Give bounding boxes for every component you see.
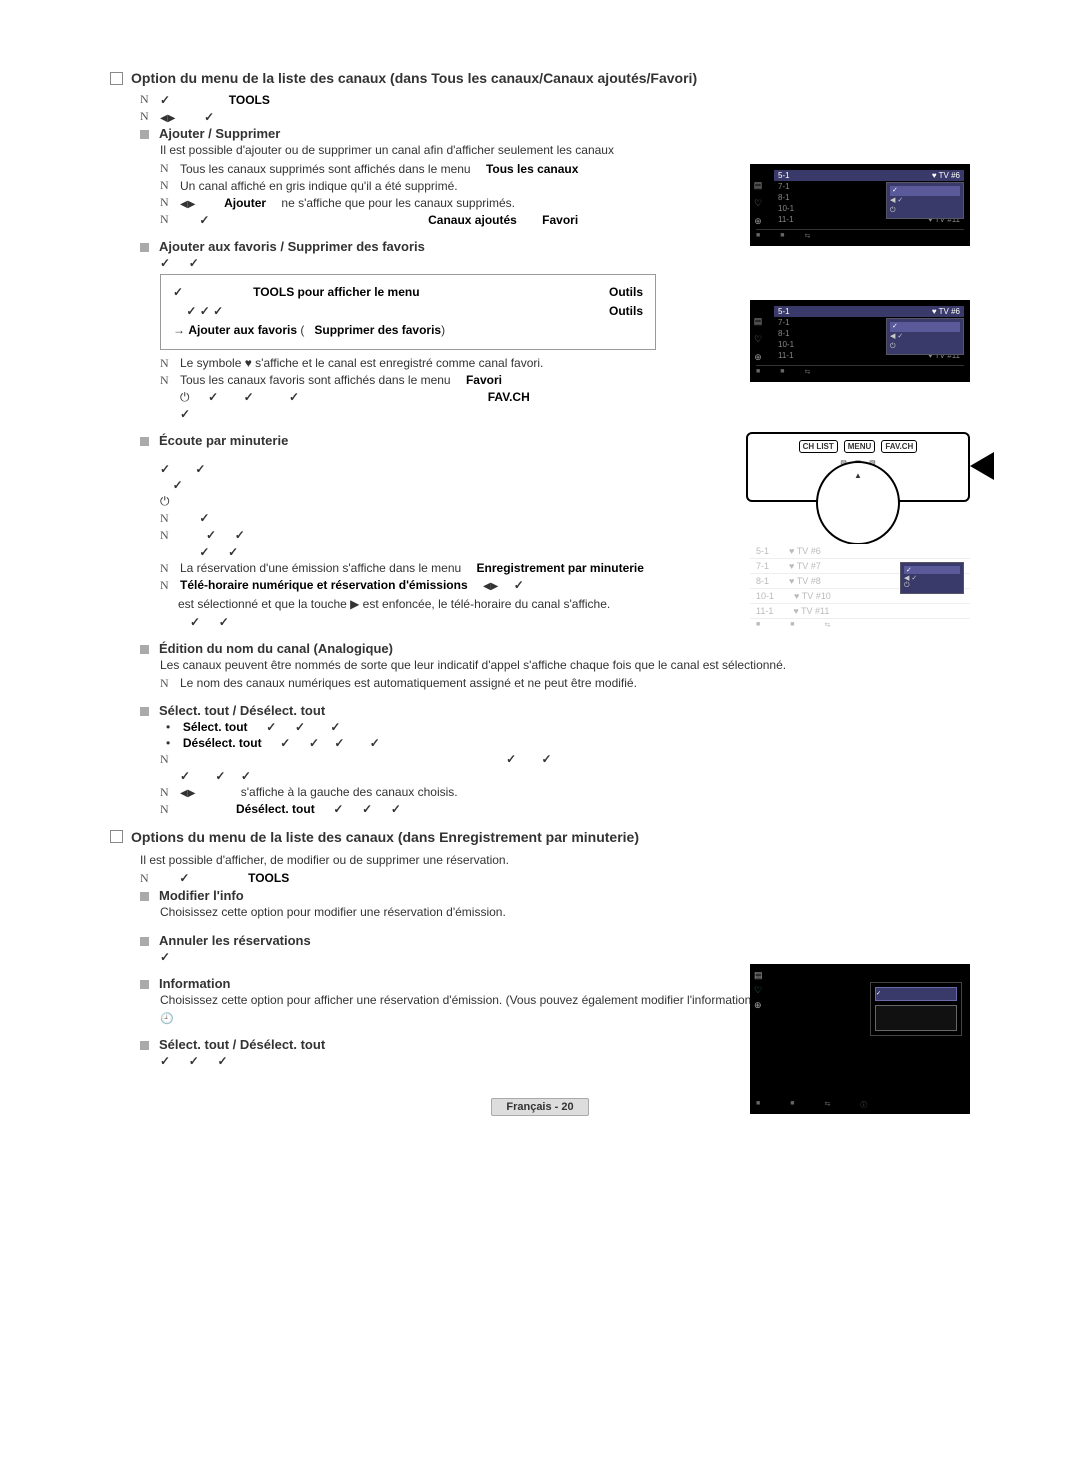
gray-square-icon	[140, 130, 149, 139]
outils-note-box: TOOLS pour afficher le menu Outils Outil…	[160, 274, 656, 350]
add-n4a: Canaux ajoutés	[428, 213, 517, 227]
fav-box-l2b: Supprimer des favoris	[314, 323, 441, 337]
section2-desc: Il est possible d'afficher, de modifier …	[140, 851, 700, 869]
tools-label-2: TOOLS	[248, 871, 289, 885]
add-n3-text: ne s'affiche que pour les canaux supprim…	[281, 196, 515, 210]
gray-square-icon	[140, 243, 149, 252]
remote-btn-chlist: CH LIST	[799, 440, 838, 453]
gray-square-icon	[140, 707, 149, 716]
fav-box-tools: TOOLS pour afficher le menu	[253, 285, 419, 299]
remote-control-diagram: CH LIST MENU FAV.CH ▧ ▥ ▧ ▲	[746, 432, 970, 502]
section1-title: Option du menu de la liste des canaux (d…	[110, 70, 700, 86]
footer-badge-text: Français - 20	[491, 1098, 588, 1116]
pointer-arrow-icon	[970, 452, 994, 480]
sel-b2: Désélect. tout	[183, 736, 262, 750]
sel-n2: s'affiche à la gauche des canaux choisis…	[241, 785, 458, 799]
gray-square-icon	[140, 892, 149, 901]
fav-box-outils2: Outils	[609, 304, 643, 318]
mod-desc: Choisissez cette option pour modifier un…	[160, 903, 700, 921]
sub-sel-title: Sélect. tout / Désélect. tout	[159, 703, 325, 718]
edit-n1: Le nom des canaux numériques est automat…	[180, 676, 637, 690]
sub-sel2-title: Sélect. tout / Désélect. tout	[159, 1037, 325, 1052]
timer-n3a: La réservation d'une émission s'affiche …	[180, 561, 461, 575]
favch-label: FAV.CH	[488, 390, 530, 404]
sub-info-title: Information	[159, 976, 231, 991]
gray-square-icon	[140, 437, 149, 446]
fav-n1: Le symbole ♥ s'affiche et le canal est e…	[180, 356, 543, 370]
add-n3-bold: Ajouter	[224, 196, 266, 210]
sel-n3: Désélect. tout	[236, 802, 315, 816]
gray-square-icon	[140, 1041, 149, 1050]
add-n4b: Favori	[542, 213, 578, 227]
section1-title-text: Option du menu de la liste des canaux (d…	[131, 70, 697, 86]
sub-edit-title: Édition du nom du canal (Analogique)	[159, 641, 393, 656]
fav-n2: Tous les canaux favoris sont affichés da…	[180, 373, 451, 387]
sub-add-desc: Il est possible d'ajouter ou de supprime…	[160, 141, 700, 159]
sub-add-title: Ajouter / Supprimer	[159, 126, 280, 141]
sub-timer-title: Écoute par minuterie	[159, 433, 288, 448]
timer-recording-screenshot: ▤♡⊕ ✓ ■■⇆ⓘ	[750, 964, 970, 1114]
add-n1-text: Tous les canaux supprimés sont affichés …	[180, 162, 471, 176]
sub-cancel-title: Annuler les réservations	[159, 933, 311, 948]
timer-n3b: Enregistrement par minuterie	[477, 561, 644, 575]
square-icon	[110, 830, 123, 843]
section2-title-text: Options du menu de la liste des canaux (…	[131, 829, 639, 845]
sub-fav-title: Ajouter aux favoris / Supprimer des favo…	[159, 239, 425, 254]
edit-desc: Les canaux peuvent être nommés de sorte …	[160, 656, 860, 674]
fav-box-outils: Outils	[609, 283, 643, 302]
timer-n4a: Télé-horaire numérique et réservation d'…	[180, 578, 468, 592]
gray-square-icon	[140, 937, 149, 946]
timer-n4b: est sélectionné et que la touche ▶ est e…	[178, 595, 700, 613]
fav-n2b: Favori	[466, 373, 502, 387]
gray-square-icon	[140, 980, 149, 989]
channel-list-screenshot-1: ▤♡⊕ 5-1♥ TV #6 7-1♥ TV #7 8-1♥ TV #8 10-…	[750, 164, 970, 246]
square-icon	[110, 72, 123, 85]
channel-list-plain: 5-1♥ TV #6 7-1♥ TV #7 8-1♥ TV #8 10-1♥ T…	[750, 544, 970, 631]
tools-label-1: TOOLS	[229, 93, 270, 107]
sub-mod-title: Modifier l'info	[159, 888, 244, 903]
section2-title: Options du menu de la liste des canaux (…	[110, 829, 700, 845]
remote-btn-menu: MENU	[844, 440, 876, 453]
fav-box-l2a: Ajouter aux favoris	[188, 323, 297, 337]
gray-square-icon	[140, 645, 149, 654]
add-n1-bold: Tous les canaux	[486, 162, 578, 176]
remote-btn-favch: FAV.CH	[881, 440, 917, 453]
channel-list-screenshot-2: ▤♡⊕ 5-1♥ TV #6 7-1♥ TV #7 8-1♥ TV #8 10-…	[750, 300, 970, 382]
sel-b1: Sélect. tout	[183, 720, 248, 734]
add-n2-text: Un canal affiché en gris indique qu'il a…	[180, 179, 458, 193]
